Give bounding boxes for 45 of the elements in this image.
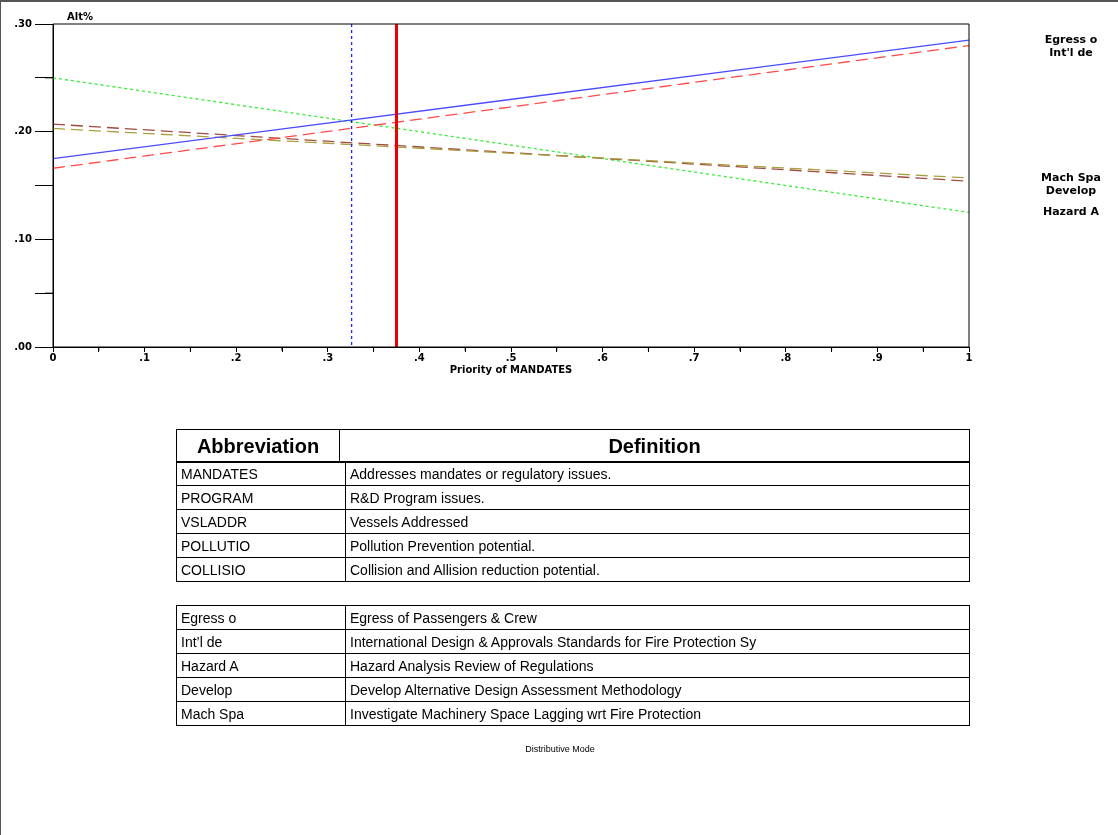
- x-tick-label: .3: [322, 351, 334, 363]
- text: Distributive Mode: [524, 744, 596, 754]
- x-tick-label: 1: [965, 351, 973, 363]
- text: Mach Spa: [1041, 170, 1101, 184]
- text: Mach Spa: [176, 701, 346, 726]
- x-tick-label: 0: [49, 351, 57, 363]
- x-tick-label: .8: [780, 351, 792, 363]
- text: Egress o: [176, 605, 346, 630]
- text: Develop: [1045, 183, 1097, 197]
- x-tick-label: .4: [414, 351, 425, 363]
- text: Egress of Passengers & Crew: [345, 605, 970, 630]
- text: Vessels Addressed: [345, 509, 970, 534]
- y-tick-label: .10: [14, 232, 33, 244]
- text: VSLADDR: [176, 509, 346, 534]
- text: Hazard A: [1042, 205, 1100, 219]
- text: Hazard Analysis Review of Regulations: [345, 653, 970, 678]
- text: International Design & Approvals Standards for Fire Protection Sy: [345, 629, 970, 654]
- x-tick-label: .5: [505, 351, 517, 363]
- y-axis-title: Alt%: [67, 10, 93, 22]
- text: Pollution Prevention potential.: [345, 533, 970, 558]
- text: Investigate Machinery Space Lagging wrt Fire Protection: [345, 701, 970, 726]
- x-axis-title: Priority of MANDATES: [449, 363, 573, 375]
- text: Egress o: [1044, 33, 1098, 47]
- y-tick-label: .20: [14, 125, 33, 137]
- text: PROGRAM: [176, 485, 346, 510]
- text: Int'l de: [1049, 46, 1093, 60]
- text: Int’l de: [176, 629, 346, 654]
- text: Collision and Allision reduction potential.: [345, 557, 970, 582]
- text: MANDATES: [176, 461, 346, 486]
- text: Develop: [176, 677, 346, 702]
- text: Abbreviation: [176, 429, 340, 463]
- x-tick-label: .1: [139, 351, 151, 363]
- x-tick-label: .9: [872, 351, 883, 363]
- text: Definition: [339, 429, 970, 463]
- text: Addresses mandates or regulatory issues.: [345, 461, 970, 486]
- y-tick-label: .00: [14, 340, 33, 352]
- x-tick-label: .6: [597, 351, 609, 363]
- text: COLLISIO: [176, 557, 346, 582]
- text: Develop Alternative Design Assessment Methodology: [345, 677, 970, 702]
- text: POLLUTIO: [176, 533, 346, 558]
- text: Hazard A: [176, 653, 346, 678]
- x-tick-label: .2: [230, 351, 242, 363]
- x-tick-label: .7: [688, 351, 700, 363]
- y-tick-label: .30: [14, 17, 33, 29]
- text: R&D Program issues.: [345, 485, 970, 510]
